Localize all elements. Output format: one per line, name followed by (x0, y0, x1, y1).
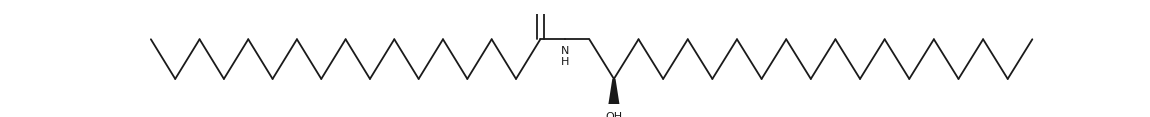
Text: H: H (560, 57, 569, 67)
Polygon shape (607, 79, 620, 109)
Text: OH: OH (605, 112, 622, 117)
Text: N: N (560, 46, 569, 56)
